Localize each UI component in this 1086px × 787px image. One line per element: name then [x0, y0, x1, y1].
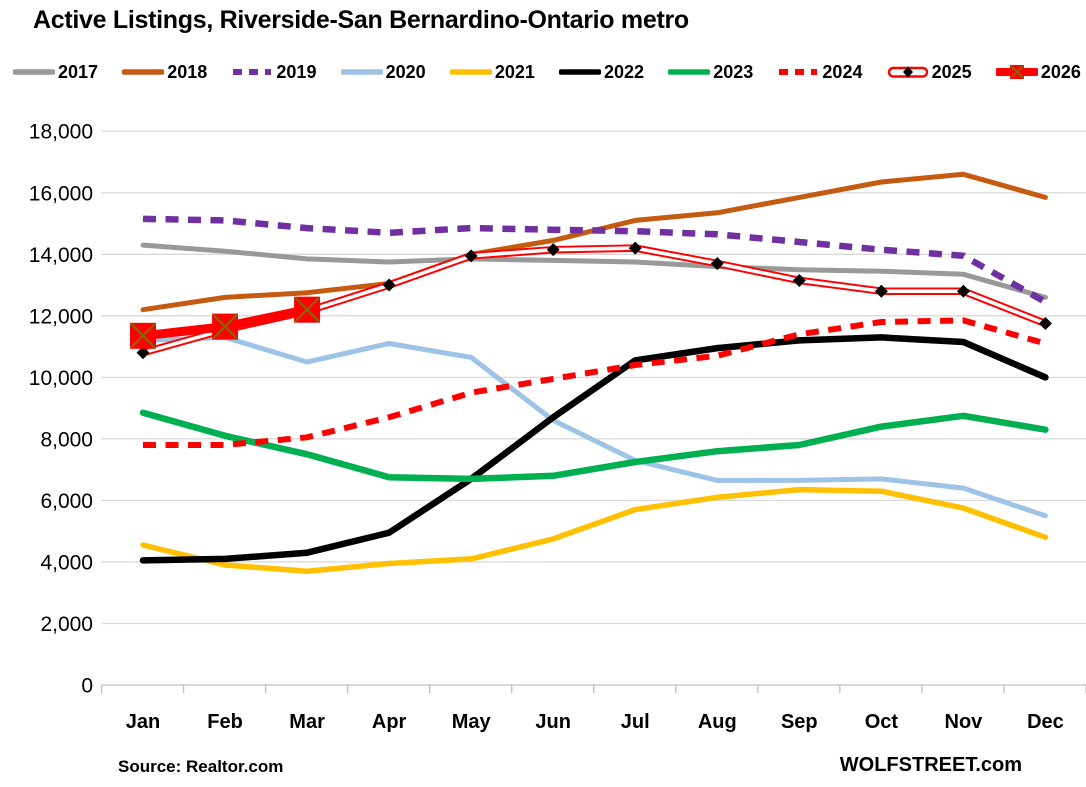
- diamond-marker: [628, 241, 642, 255]
- diamond-marker: [792, 273, 806, 287]
- y-tick-label: 16,000: [29, 182, 93, 205]
- legend-swatch-2018: [122, 69, 165, 75]
- legend-label-2026: 2026: [1040, 61, 1081, 82]
- legend-label-2017: 2017: [58, 61, 99, 82]
- legend-swatch-2025: [887, 66, 928, 78]
- y-tick-label: 4,000: [40, 551, 93, 574]
- x-tick-label: Aug: [698, 711, 737, 733]
- legend-label-2023: 2023: [713, 61, 754, 82]
- legend-item-2026: 2026: [995, 61, 1081, 83]
- legend-swatch-2026: [995, 65, 1038, 79]
- y-tick-label: 2,000: [40, 613, 93, 636]
- legend-swatch-2024: [779, 69, 818, 75]
- x-tick-label: Mar: [289, 711, 325, 733]
- diamond-marker: [546, 243, 560, 257]
- x-marker-cross: [294, 296, 320, 323]
- y-tick-label: 14,000: [29, 244, 93, 267]
- legend-label-2018: 2018: [167, 61, 208, 82]
- legend-item-2017: 2017: [13, 61, 98, 83]
- legend-swatch-2023: [668, 69, 711, 75]
- diamond-marker: [382, 278, 396, 292]
- series-2023: [139, 409, 1049, 483]
- source-note: Source: Realtor.com: [118, 757, 284, 776]
- legend-swatch-2020: [340, 69, 383, 75]
- legend-swatch-2019: [233, 69, 272, 75]
- series-2020: [140, 334, 1048, 519]
- legend-item-2021: 2021: [449, 61, 535, 83]
- legend-swatch-2017: [13, 69, 55, 75]
- legend-label-2020: 2020: [385, 61, 426, 82]
- series-2022: [139, 334, 1049, 564]
- x-tick-label: Apr: [372, 711, 407, 733]
- diamond-marker: [710, 257, 724, 271]
- chart-title: Active Listings, Riverside-San Bernardin…: [33, 6, 689, 34]
- gridlines: [101, 130, 1086, 625]
- legend-label-2022: 2022: [604, 61, 645, 82]
- x-tick-label: Oct: [865, 711, 899, 733]
- legend-swatch-2022: [559, 69, 602, 75]
- legend-item-2024: 2024: [777, 61, 862, 83]
- diamond-marker: [956, 284, 970, 298]
- x-tick-label: Sep: [781, 711, 818, 733]
- y-tick-label: 6,000: [40, 490, 93, 513]
- x-marker-cross: [130, 323, 156, 349]
- series-2019: [142, 215, 1047, 305]
- x-tick-label: Jan: [126, 711, 160, 733]
- x-tick-label: Nov: [945, 711, 984, 733]
- y-tick-label: 12,000: [29, 305, 93, 328]
- y-axis-labels: 0 2,000 4,000 6,000 8,000 10,000 12,000 14,000 1…: [29, 121, 93, 698]
- legend-item-2018: 2018: [122, 61, 207, 83]
- legend-label-2021: 2021: [494, 61, 535, 82]
- diamond-marker: [136, 346, 150, 360]
- x-tick-label: Jul: [621, 711, 650, 733]
- series-2026: [130, 296, 321, 349]
- legend-item-2022: 2022: [559, 61, 644, 83]
- x-tick-label: Feb: [207, 711, 243, 733]
- legend-swatch-2021: [449, 69, 492, 75]
- x-axis-labels: Jan Feb Mar Apr May Jun Jul Aug Sep Oct Nov Dec: [126, 711, 1064, 733]
- y-tick-label: 8,000: [40, 428, 93, 451]
- y-tick-label: 0: [81, 675, 93, 698]
- y-tick-label: 18,000: [29, 121, 93, 144]
- x-axis: [100, 684, 1086, 693]
- legend-label-2024: 2024: [822, 61, 863, 82]
- legend-item-2020: 2020: [340, 61, 426, 83]
- series-2021: [140, 486, 1049, 574]
- legend-label-2019: 2019: [276, 61, 317, 82]
- x-marker-cross: [212, 313, 238, 340]
- legend-label-2025: 2025: [931, 61, 972, 82]
- legend-item-2023: 2023: [668, 61, 753, 83]
- diamond-marker: [464, 249, 478, 263]
- legend-item-2025: 2025: [887, 61, 972, 83]
- x-tick-label: Dec: [1027, 711, 1064, 733]
- legend-item-2019: 2019: [231, 61, 316, 83]
- y-tick-label: 10,000: [29, 367, 93, 390]
- series-2017: [140, 242, 1048, 300]
- x-tick-label: Jun: [535, 711, 571, 733]
- chart-legend: 2017 2018 2019 2020 2021 2022 2023 2024 2025 2026: [13, 59, 1081, 85]
- x-tick-label: May: [452, 711, 492, 733]
- series-2024: [143, 317, 1047, 448]
- brand-watermark: WOLFSTREET.com: [839, 754, 1022, 776]
- diamond-marker: [1038, 317, 1052, 331]
- diamond-marker: [874, 284, 888, 298]
